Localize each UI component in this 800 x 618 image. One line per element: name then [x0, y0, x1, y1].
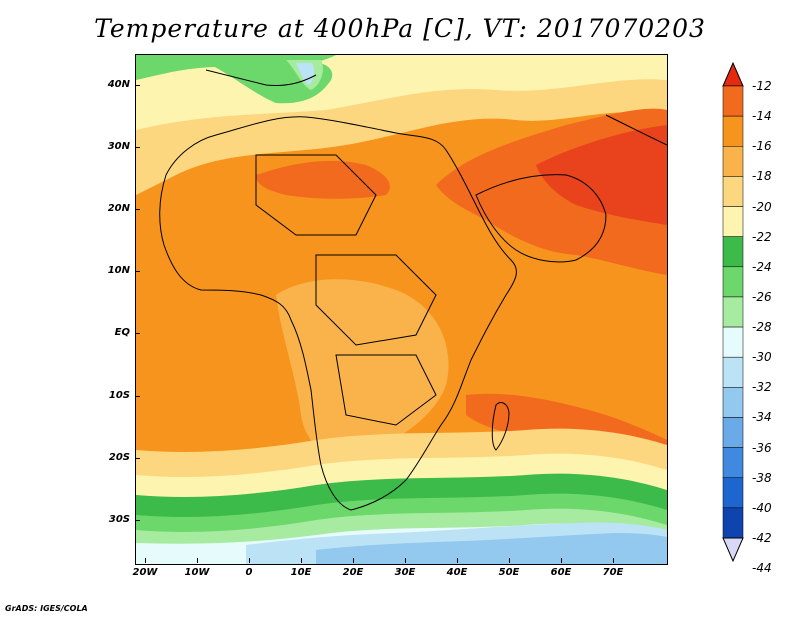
field-band-14-sahara [256, 160, 390, 199]
lon-tick [197, 558, 198, 563]
lon-tick [509, 558, 510, 563]
field-band-32-mediterranean [296, 63, 315, 85]
colorbar-box [722, 477, 744, 509]
colorbar-label: -22 [752, 229, 772, 244]
lon-tick [405, 558, 406, 563]
lat-tick [135, 85, 140, 86]
field-band-12-arabia [536, 125, 667, 225]
colorbar-label: -12 [752, 79, 772, 93]
lon-tick [301, 558, 302, 563]
africa-coastline [159, 116, 517, 511]
lon-tick [613, 558, 614, 563]
lon-tick [145, 558, 146, 563]
lon-tick [353, 558, 354, 563]
colorbar-label: -14 [752, 109, 772, 124]
colorbar-label: -26 [752, 289, 772, 304]
lon-label-0: 0 [245, 567, 253, 578]
lat-label-30n: 30N [107, 141, 130, 152]
colorbar-label: -20 [752, 199, 772, 214]
colorbar-box [722, 447, 744, 478]
field-band-18-central-africa [276, 279, 449, 456]
colorbar-box [722, 115, 744, 147]
lat-tick [135, 396, 140, 397]
lon-label-20e: 20E [342, 567, 364, 578]
india-coastline [605, 114, 667, 146]
lon-label-60e: 60E [550, 567, 572, 578]
colorbar-box [722, 236, 744, 268]
colorbar-label: -42 [752, 531, 772, 545]
colorbar-box [722, 326, 744, 358]
lat-label-10s: 10S [108, 390, 130, 401]
lon-tick [561, 558, 562, 563]
lat-label-40n: 40N [107, 79, 130, 90]
colorbar [722, 62, 744, 562]
lon-label-40e: 40E [446, 567, 468, 578]
lon-label-10e: 10E [290, 567, 312, 578]
coastlines [159, 69, 667, 511]
temperature-map [135, 54, 668, 565]
lat-label-10n: 10N [107, 265, 130, 276]
lat-tick [135, 333, 140, 334]
credit-text: GrADS: IGES/COLA [5, 604, 88, 613]
colorbar-bottom-arrow [722, 537, 744, 562]
colorbar-box [722, 417, 744, 448]
lon-tick [457, 558, 458, 563]
colorbar-top-arrow [722, 62, 744, 87]
colorbar-box [722, 146, 744, 177]
lon-label-70e: 70E [602, 567, 624, 578]
lat-tick [135, 209, 140, 210]
colorbar-box [722, 356, 744, 388]
sahara-borders [255, 154, 377, 236]
lon-label-20w: 20W [132, 567, 158, 578]
colorbar-label: -30 [752, 350, 772, 365]
colorbar-label: -16 [752, 139, 772, 154]
lat-label-20s: 20S [108, 452, 130, 463]
colorbar-box [722, 85, 744, 117]
arabia-coastline [475, 174, 607, 263]
colorbar-box [722, 266, 744, 298]
colorbar-box [722, 206, 744, 237]
southern-borders [335, 354, 437, 426]
colorbar-label: -28 [752, 320, 772, 335]
colorbar-label: -18 [752, 169, 772, 184]
lat-label-eq: EQ [114, 327, 130, 338]
lon-tick [249, 558, 250, 563]
lat-tick [135, 458, 140, 459]
colorbar-label: -24 [752, 259, 772, 274]
lon-label-50e: 50E [498, 567, 520, 578]
colorbar-box [722, 387, 744, 418]
central-borders [315, 254, 437, 346]
colorbar-label: -34 [752, 410, 772, 425]
lat-tick [135, 520, 140, 521]
colorbar-label: -44 [752, 561, 772, 576]
map-canvas [136, 55, 667, 564]
madagascar-coastline [491, 402, 510, 451]
lat-label-20n: 20N [107, 203, 130, 214]
colorbar-boxes [722, 62, 744, 562]
field-band-34-south [316, 533, 667, 564]
lat-tick [135, 147, 140, 148]
lat-tick [135, 271, 140, 272]
lat-label-30s: 30S [108, 514, 130, 525]
lon-label-10w: 10W [184, 567, 210, 578]
colorbar-box [722, 507, 744, 539]
colorbar-label: -36 [752, 440, 772, 455]
colorbar-box [722, 176, 744, 207]
europe-coastline [205, 69, 317, 86]
colorbar-label: -40 [752, 500, 772, 515]
lon-label-30e: 30E [394, 567, 416, 578]
field-band-26-northwest [136, 55, 336, 80]
colorbar-label: -38 [752, 470, 772, 485]
colorbar-box [722, 296, 744, 328]
colorbar-label: -32 [752, 380, 772, 395]
map-title: Temperature at 400hPa [C], VT: 201707020… [94, 14, 706, 43]
